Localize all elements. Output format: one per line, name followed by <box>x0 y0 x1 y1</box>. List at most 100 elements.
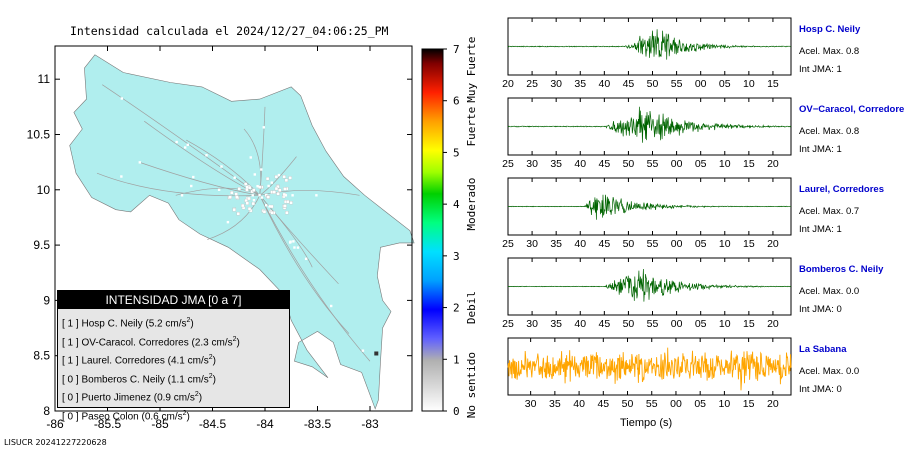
town-dot <box>252 198 256 202</box>
seismogram-trace <box>507 347 792 391</box>
legend-item: [ 1 ] Laurel. Corredores (4.1 cm/s2) <box>62 350 289 369</box>
town-dot <box>190 184 193 188</box>
station-name: OV−Caracol, Corredore <box>799 104 905 115</box>
town-dot <box>260 196 263 199</box>
town-dot <box>186 143 189 146</box>
seismogram-tick-label: 10 <box>743 78 755 90</box>
seismogram-tick-label: 25 <box>502 158 514 170</box>
seismogram-tick-label: 00 <box>671 318 683 330</box>
town-dot <box>264 204 268 207</box>
town-dot <box>236 212 240 216</box>
seismogram-tick-label: 10 <box>719 398 731 410</box>
road-line <box>102 84 260 196</box>
town-dot <box>277 173 281 177</box>
seismogram-tick-label: 05 <box>694 398 706 410</box>
town-dot <box>272 190 276 194</box>
seismogram-tick-label: 20 <box>767 238 779 250</box>
footer-id: LISUCR 20241227220628 <box>4 438 107 447</box>
legend-station: Hosp C. Neily <box>81 318 143 330</box>
seismogram-tick-label: 50 <box>622 398 634 410</box>
map-x-tick-label: -83.5 <box>304 417 332 431</box>
legend-station: Bomberos C. Neily <box>81 373 165 385</box>
station-name: Bomberos C. Neily <box>799 264 884 275</box>
road-line <box>207 195 261 240</box>
seismogram-tick-label: 50 <box>647 78 659 90</box>
colorbar-tick-label: 1 <box>453 353 460 366</box>
town-dot <box>256 185 259 188</box>
seismogram-tick-label: 35 <box>550 238 562 250</box>
legend-unit-exponent: 2 <box>182 409 187 417</box>
town-dot <box>274 186 279 191</box>
town-dot <box>232 208 236 212</box>
legend-unit-exponent: 2 <box>208 354 213 362</box>
colorbar-category-label: Debil <box>465 291 478 324</box>
colorbar-tick-label: 6 <box>453 95 460 108</box>
seismogram-tick-label: 30 <box>525 398 537 410</box>
legend-header: INTENSIDAD JMA [0 a 7] <box>58 291 289 309</box>
seismogram-tick-label: 45 <box>598 238 610 250</box>
station-jma-intensity: Int JMA: 0 <box>799 304 842 315</box>
town-dot <box>315 194 318 197</box>
colorbar-category-label: Muy Fuerte <box>465 37 478 103</box>
town-dot <box>270 181 273 184</box>
town-dot <box>245 188 249 192</box>
station-jma-intensity: Int JMA: 1 <box>799 64 842 75</box>
seismogram-tick-label: 45 <box>597 398 609 410</box>
seismogram-tick-label: 20 <box>767 158 779 170</box>
legend-close-paren: ) <box>236 336 240 348</box>
seismogram-tick-label: 30 <box>526 158 538 170</box>
road-line <box>138 161 260 196</box>
town-dot <box>288 176 292 180</box>
seismogram-panel: 25 30 35 40 45 50 55 00 05 10 15 20 <box>502 97 792 170</box>
town-dot <box>285 200 290 204</box>
town-dot <box>252 188 256 192</box>
seismogram-panel: 20 25 30 35 40 45 50 55 00 05 10 15 <box>502 17 792 90</box>
seismogram-tick-label: 10 <box>719 318 731 330</box>
legend-close-paren: ) <box>212 373 216 385</box>
seismogram-tick-label: 45 <box>598 318 610 330</box>
seismogram-tick-label: 05 <box>695 238 707 250</box>
town-dot <box>289 240 292 243</box>
station-max-accel: Acel. Max. 0.7 <box>799 206 860 217</box>
town-dot <box>361 349 365 352</box>
town-dot <box>274 175 279 179</box>
seismogram-tick-label: 15 <box>743 398 755 410</box>
legend-close-paren: ) <box>190 318 194 330</box>
town-dot <box>228 195 232 199</box>
seismogram-tick-label: 35 <box>574 78 586 90</box>
seismogram-panel: 25 30 35 40 45 50 55 00 05 10 15 20 <box>502 257 792 330</box>
town-dot <box>268 205 271 208</box>
legend-jma: [ 0 ] <box>62 392 79 404</box>
town-dot <box>245 185 249 189</box>
town-dot <box>220 165 223 168</box>
legend-jma: [ 1 ] <box>62 355 79 367</box>
town-dot <box>258 193 261 197</box>
map-x-tick-label: -83 <box>361 417 379 431</box>
town-dot <box>265 176 270 181</box>
seismogram-tick-label: 30 <box>526 318 538 330</box>
town-dot <box>291 194 294 197</box>
town-dot <box>270 211 274 215</box>
colorbar-tick-label: 2 <box>453 302 460 315</box>
legend-item: [ 0 ] Paseo Colon (0.6 cm/s2) <box>62 406 289 425</box>
map-y-tick-label: 8 <box>43 404 50 418</box>
town-dot <box>226 220 230 224</box>
legend-item: [ 0 ] Bomberos C. Neily (1.1 cm/s2) <box>62 369 289 388</box>
town-dot <box>284 178 289 182</box>
legend-accel: (5.2 cm/s <box>145 318 187 330</box>
costa-rica-land <box>69 54 415 410</box>
map-x-tick-label: -84.5 <box>199 417 227 431</box>
town-dot <box>329 304 333 308</box>
town-dot <box>138 161 142 164</box>
legend-jma: [ 1 ] <box>62 318 79 330</box>
town-dot <box>253 173 256 176</box>
map-x-tick-label: -86 <box>46 417 64 431</box>
legend-close-paren: ) <box>186 410 190 422</box>
seismogram-tick-label: 35 <box>549 398 561 410</box>
colorbar-tick-label: 0 <box>453 405 460 418</box>
map-x-tick-label: -85 <box>151 417 169 431</box>
legend-unit-exponent: 2 <box>194 391 199 399</box>
legend-unit-exponent: 2 <box>186 317 191 324</box>
seismogram-x-label: Tiempo (s) <box>620 417 673 429</box>
